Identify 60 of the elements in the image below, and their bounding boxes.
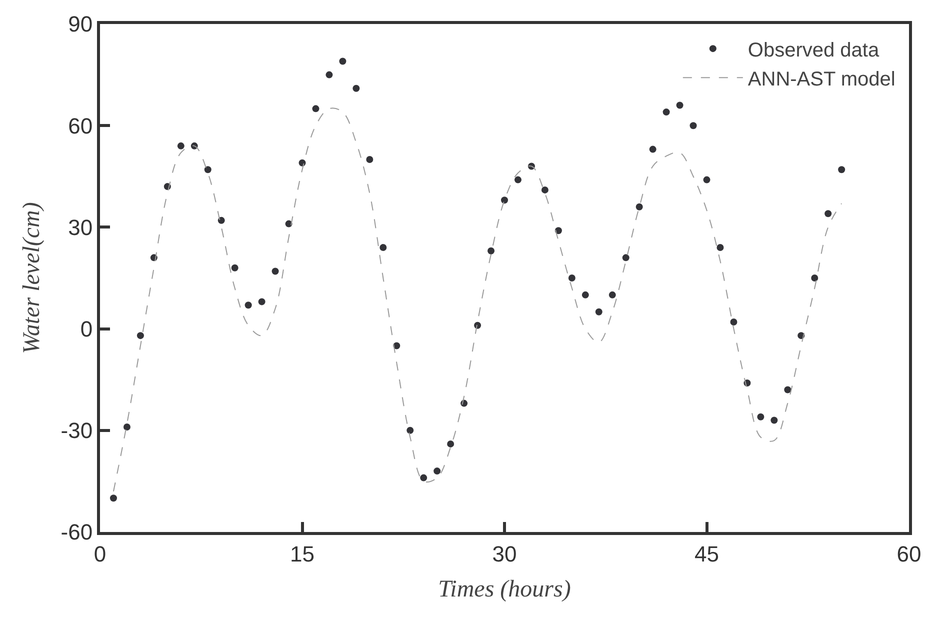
- x-axis-title: Times (hours): [438, 576, 571, 603]
- x-tick-label: 60: [896, 541, 922, 566]
- legend-label: Observed data: [748, 39, 880, 62]
- point: [838, 166, 846, 174]
- point: [298, 159, 306, 166]
- point: [568, 274, 576, 282]
- point: [676, 102, 684, 109]
- point: [366, 156, 374, 163]
- point: [231, 264, 238, 272]
- point: [406, 426, 414, 434]
- point: [177, 142, 184, 150]
- point: [716, 244, 724, 252]
- point: [757, 413, 764, 420]
- point: [488, 247, 495, 254]
- point: [110, 494, 117, 502]
- point: [434, 468, 441, 475]
- y-tick-label: 0: [80, 316, 93, 342]
- point: [380, 244, 387, 252]
- point: [770, 416, 778, 424]
- point: [352, 84, 360, 92]
- point: [136, 332, 144, 340]
- point: [123, 424, 130, 431]
- point: [554, 227, 562, 234]
- point: [447, 440, 454, 448]
- point: [582, 291, 589, 298]
- point: [595, 308, 602, 316]
- legend-label: ANN-AST model: [748, 68, 896, 90]
- point: [690, 122, 697, 130]
- point: [244, 302, 252, 309]
- point: [339, 58, 346, 65]
- point: [622, 254, 630, 262]
- point: [326, 71, 333, 78]
- point: [824, 210, 832, 218]
- point: [608, 291, 616, 298]
- x-tick-label: 15: [290, 541, 314, 566]
- point: [272, 268, 279, 275]
- x-tick-label: 45: [694, 541, 719, 566]
- y-tick-label: 90: [68, 12, 93, 37]
- point: [541, 186, 548, 194]
- y-tick-label: -60: [60, 520, 93, 545]
- point: [218, 216, 225, 224]
- point: [312, 105, 320, 112]
- y-tick-label: -30: [60, 418, 93, 444]
- point: [258, 298, 266, 306]
- point: [636, 203, 643, 210]
- y-axis-title: Water level(cm): [18, 202, 45, 354]
- x-tick-label: 30: [492, 541, 517, 566]
- point: [730, 318, 738, 326]
- point: [204, 166, 212, 174]
- point: [703, 176, 710, 184]
- point: [662, 108, 670, 116]
- y-tick-label: 60: [68, 113, 93, 138]
- point: [811, 274, 818, 282]
- point: [514, 176, 522, 184]
- line-series: [112, 108, 842, 492]
- y-tick-label: 30: [68, 214, 93, 240]
- point: [501, 196, 508, 204]
- point: [420, 474, 428, 482]
- point: [784, 386, 792, 394]
- point: [649, 146, 656, 153]
